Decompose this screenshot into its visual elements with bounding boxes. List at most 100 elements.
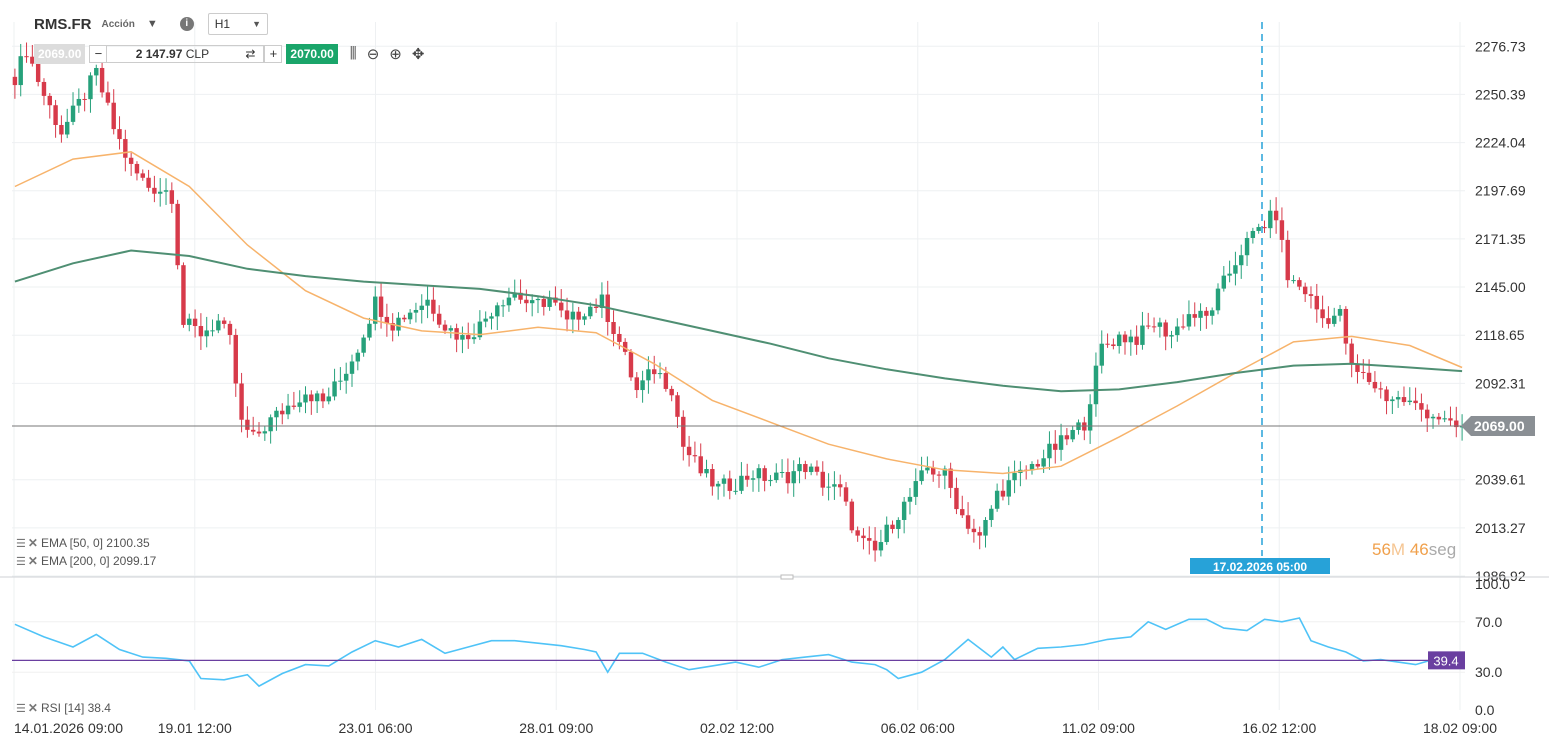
candle-body (262, 431, 268, 434)
candle-body (1291, 280, 1296, 282)
candle-body (652, 369, 657, 375)
symbol-dropdown-icon[interactable]: ▼ (146, 18, 158, 30)
info-icon[interactable]: i (179, 17, 194, 31)
candle-body (1285, 239, 1290, 281)
candle-body (1454, 420, 1459, 428)
candle-body (105, 92, 111, 103)
hamburger-icon[interactable]: ☰ (16, 556, 26, 568)
candle-body (698, 456, 703, 474)
candle-body (878, 542, 884, 551)
candle-body (1209, 310, 1215, 316)
zoom-out-icon[interactable]: ⊖ (366, 46, 380, 63)
bid-price[interactable]: 2069.00 (34, 44, 86, 64)
ema200-line (14, 249, 1463, 393)
candle-body (1064, 435, 1070, 440)
candle-body (954, 487, 959, 510)
candle-body (1239, 255, 1244, 266)
move-icon[interactable]: ✥ (411, 46, 425, 63)
decrease-quantity-button[interactable]: − (89, 45, 108, 63)
candle-body (250, 429, 256, 432)
resize-handle[interactable] (780, 574, 794, 580)
candle-body (94, 67, 99, 76)
symbol-title[interactable]: RMS.FR (34, 15, 92, 33)
candle-body (576, 311, 581, 320)
candle-body (477, 321, 483, 338)
candle-body (803, 464, 808, 473)
y-tick-label: 2224.04 (1475, 135, 1526, 151)
zoom-in-icon[interactable]: ⊕ (389, 46, 402, 63)
y-tick-label: 1986.92 (1475, 568, 1526, 584)
hamburger-icon[interactable]: ☰ (16, 703, 26, 715)
y-tick-label: 2013.27 (1475, 520, 1526, 536)
rsi-tick-label: 100.0 (1475, 576, 1510, 592)
candle-body (163, 190, 169, 192)
candle-body (1180, 326, 1186, 328)
quantity-value: 2 147.97 (135, 47, 183, 61)
candle-body (1029, 463, 1035, 471)
candle-body (681, 416, 686, 447)
close-icon[interactable]: ✕ (27, 554, 38, 568)
candles-icon[interactable]: ⫼ (349, 45, 357, 62)
y-tick-label: 2039.61 (1475, 472, 1526, 488)
candle-body (745, 475, 750, 480)
candle-body (564, 310, 570, 320)
candle-body (1012, 473, 1017, 481)
candle-body (704, 469, 709, 474)
candle-body (1361, 371, 1366, 373)
candle-body (1163, 322, 1168, 337)
candle-body (367, 323, 372, 338)
crosshair-date-label: 17.02.2026 05:00 (1213, 560, 1307, 574)
ask-price[interactable]: 2070.00 (286, 44, 338, 64)
swap-icon[interactable]: ⇄ (237, 45, 265, 63)
candle-body (1116, 334, 1122, 347)
rsi-line (14, 617, 1463, 688)
y-tick-label: 2250.39 (1475, 86, 1526, 102)
candle-body (204, 330, 209, 337)
timeframe-select[interactable]: H1 ▼ (207, 13, 268, 35)
quantity-input[interactable]: 2 147.97 CLP (107, 45, 238, 63)
candle-body (88, 75, 93, 100)
candle-body (750, 478, 756, 480)
candle-body (291, 405, 297, 407)
candle-body (35, 63, 41, 82)
x-tick-label: 14.01.2026 09:00 (14, 720, 123, 736)
candle-body (971, 528, 977, 533)
candle-body (30, 56, 35, 64)
timer-minutes: 56 (1372, 540, 1391, 559)
close-icon[interactable]: ✕ (27, 701, 38, 715)
candle-body (460, 335, 465, 340)
candle-body (977, 532, 982, 536)
candle-body (1268, 210, 1273, 229)
candle-body (512, 292, 517, 298)
candle-body (901, 501, 907, 520)
candle-body (994, 490, 1000, 509)
candle-body (466, 335, 471, 340)
candle-body (1407, 400, 1412, 403)
candle-body (965, 515, 971, 529)
candle-body (779, 472, 785, 474)
candle-body (1070, 429, 1075, 440)
candle-body (1192, 314, 1197, 318)
candle-body (227, 323, 233, 335)
candle-body (936, 474, 942, 476)
x-tick-label: 16.02 12:00 (1242, 720, 1316, 736)
crosshair-date-tag (1190, 558, 1330, 574)
candle-body (431, 299, 436, 314)
candle-body (396, 317, 401, 331)
y-tick-label: 2092.31 (1475, 375, 1526, 391)
increase-quantity-button[interactable]: + (264, 45, 283, 63)
hamburger-icon[interactable]: ☰ (16, 538, 26, 550)
candle-body (355, 352, 361, 362)
candle-body (1128, 336, 1134, 343)
rsi-tick-label: 0.0 (1475, 702, 1495, 718)
candle-body (1035, 463, 1041, 467)
candle-body (826, 486, 831, 488)
currency-label: CLP (185, 47, 210, 61)
candle-body (872, 540, 878, 551)
y-tick-label: 2118.65 (1475, 327, 1525, 343)
close-icon[interactable]: ✕ (27, 536, 38, 550)
candle-body (221, 320, 227, 324)
candle-body (686, 446, 692, 456)
candle-body (1430, 416, 1436, 419)
